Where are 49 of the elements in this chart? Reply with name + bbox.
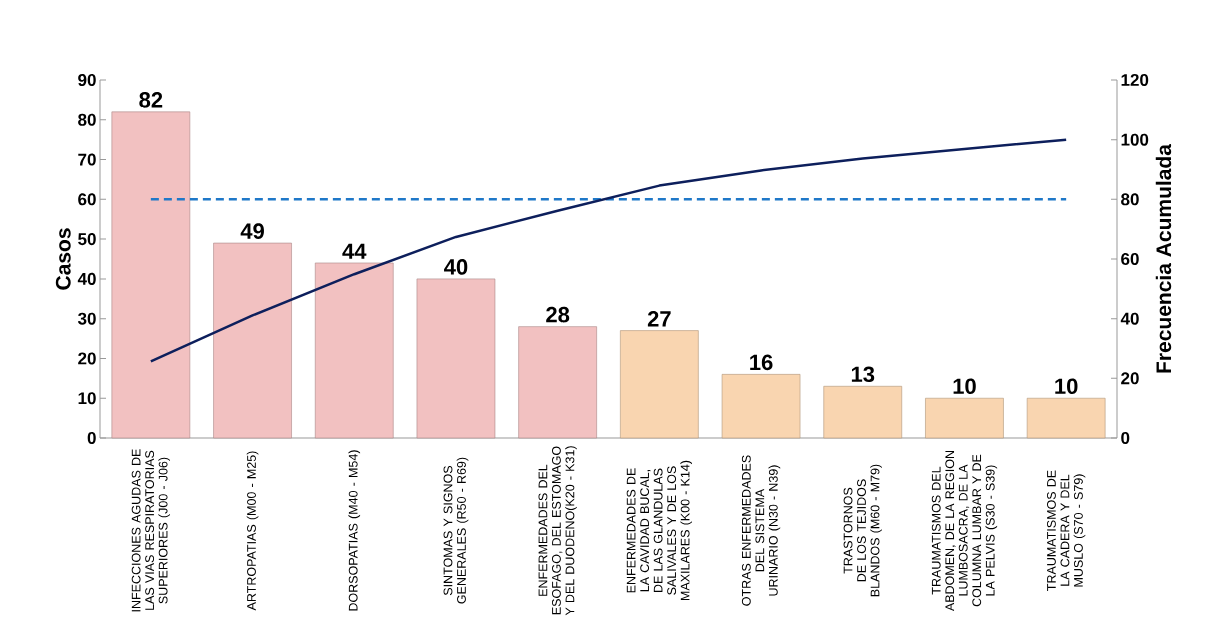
- y-tick-label: 60: [78, 193, 96, 206]
- y-axis-title: Casos: [55, 228, 71, 290]
- y-tick-label: 20: [78, 352, 96, 365]
- y-tick-label: 10: [78, 392, 96, 405]
- bar: [518, 326, 597, 439]
- x-tick-label: INFECCIONES AGUDAS DE LAS VIAS RESPIRATORIAS SUPERIORES (J00 - J06): [131, 449, 171, 612]
- y2-tick-label: 40: [1120, 312, 1139, 325]
- data-label: 27: [647, 311, 671, 327]
- y-tick-label: 30: [77, 312, 96, 325]
- y-tick-label: 80: [78, 113, 96, 126]
- y2-tick-label: 100: [1121, 133, 1149, 146]
- y2-tick-label: 0: [1121, 431, 1130, 445]
- x-tick-label: TRAUMATISMOS DEL ABDOMEN, DE LA REGION LUMBOSACRA, DE LA COLUMNA LUMBAR Y DE LA PELVIS (S30 - S39): [931, 450, 998, 612]
- y-tick-label: 0: [87, 431, 96, 445]
- bar: [620, 330, 699, 439]
- y2-tick-label: 20: [1121, 372, 1139, 385]
- y-tick-label: 50: [78, 233, 96, 246]
- y2-tick-label: 80: [1121, 193, 1139, 206]
- x-tick-label: ARTROPATIAS (M00 - M25): [246, 451, 259, 611]
- data-label: 10: [953, 378, 976, 395]
- bar: [721, 374, 801, 439]
- x-tick-label: ENFERMEDADES DEL ESOFAGO, DEL ESTOMAGO Y DEL DUODENO(K20 - K31): [538, 446, 577, 616]
- y2-tick-label: 120: [1121, 73, 1149, 87]
- y-tick-label: 70: [78, 153, 96, 166]
- bar: [1026, 397, 1106, 439]
- x-tick-label: DORSOPATIAS (M40 - M54): [348, 450, 361, 611]
- x-tick-label: TRASTORNOS DE LOS TEJIDOS BLANDOS (M60 - M79): [843, 464, 882, 597]
- bar: [823, 385, 903, 439]
- bar: [416, 278, 496, 439]
- bar: [925, 397, 1004, 439]
- x-tick-label: OTRAS ENFERMEDADES DEL SISTEMA URINARIO (N30 - N39): [741, 455, 781, 606]
- bar: [213, 242, 292, 439]
- x-tick-label: TRAUMATISMOS DE LA CADERA Y DEL MUSLO (S70 - S79): [1047, 470, 1086, 591]
- bar: [111, 111, 191, 439]
- y-tick-label: 40: [77, 272, 96, 285]
- y2-axis-title: Frecuencia Acumulada: [1155, 143, 1172, 373]
- data-label: 28: [546, 306, 570, 323]
- y-tick-label: 90: [78, 73, 96, 87]
- data-label: 16: [750, 354, 773, 371]
- y2-tick-label: 60: [1121, 252, 1139, 266]
- data-label: 44: [342, 243, 367, 259]
- data-label: 49: [240, 223, 264, 239]
- x-tick-label: ENFERMEDADES DE LA CAVIDAD BUCAL, DE LAS GLANDULAS SALIVALES Y DE LOS MAXILARES (K00 - K14): [626, 460, 693, 601]
- data-label: 82: [139, 92, 163, 108]
- x-tick-label: SINTOMAS Y SIGNOS GENERALES (R50 - R69): [443, 457, 469, 604]
- data-label: 13: [851, 366, 875, 383]
- data-label: 40: [444, 259, 468, 275]
- bar: [314, 262, 394, 439]
- data-label: 10: [1055, 378, 1078, 395]
